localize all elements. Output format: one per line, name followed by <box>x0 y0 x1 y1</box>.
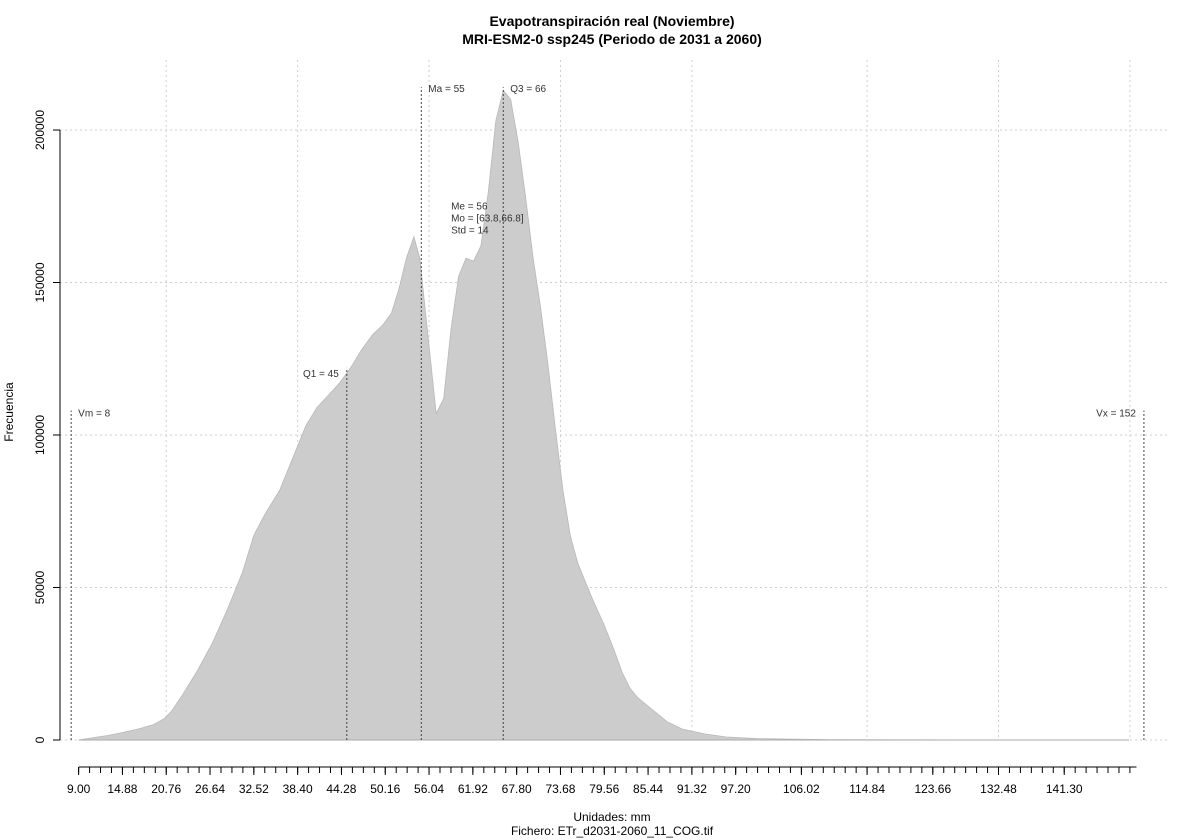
y-tick-label: 200000 <box>33 110 47 150</box>
stat-label: Mo = [63.8,66.8] <box>451 213 524 224</box>
density-area <box>78 89 1130 741</box>
x-tick-label: 123.66 <box>914 782 951 796</box>
x-tick-label: 50.16 <box>370 782 400 796</box>
x-tick-label: 61.92 <box>458 782 488 796</box>
stat-label: Std = 14 <box>451 226 489 237</box>
x-tick-label: 132.48 <box>980 782 1017 796</box>
file-caption: Fichero: ETr_d2031-2060_11_COG.tif <box>511 824 714 838</box>
stat-label: Me = 56 <box>451 201 488 212</box>
marker-label: Vx = 152 <box>1096 409 1136 420</box>
x-tick-label: 20.76 <box>151 782 181 796</box>
x-tick-label: 56.04 <box>414 782 444 796</box>
x-tick-label: 79.56 <box>589 782 619 796</box>
y-tick-label: 0 <box>33 736 47 743</box>
chart-title: Evapotranspiración real (Noviembre) <box>489 13 734 29</box>
x-tick-label: 85.44 <box>633 782 663 796</box>
x-tick-label: 106.02 <box>783 782 820 796</box>
x-tick-label: 91.32 <box>677 782 707 796</box>
annotations: Vm = 8 Q1 = 45 Ma = 55 Q3 = 66 Vx = 152 Me = … <box>70 84 1145 740</box>
x-tick-label: 97.20 <box>721 782 751 796</box>
y-tick-label: 100000 <box>33 415 47 455</box>
x-tick-label: 9.00 <box>67 782 91 796</box>
y-tick-label: 150000 <box>33 262 47 302</box>
x-tick-label: 38.40 <box>283 782 313 796</box>
axes: 0 50000 100000 150000 200000 9.00 14.88 20.76 26… <box>33 110 1137 796</box>
x-tick-label: 67.80 <box>502 782 532 796</box>
x-axis-label: Unidades: mm <box>573 810 650 824</box>
marker-label: Q1 = 45 <box>303 369 339 380</box>
marker-label: Ma = 55 <box>428 84 465 95</box>
x-tick-label: 141.30 <box>1046 782 1083 796</box>
density-area-shape <box>78 89 1130 741</box>
x-tick-label: 73.68 <box>545 782 575 796</box>
y-axis-label: Frecuencia <box>2 382 16 442</box>
x-tick-label: 14.88 <box>107 782 137 796</box>
x-tick-label: 114.84 <box>849 782 885 796</box>
marker-label: Q3 = 66 <box>510 84 546 95</box>
x-tick-label: 26.64 <box>195 782 225 796</box>
x-tick-label: 32.52 <box>239 782 269 796</box>
y-tick-label: 50000 <box>33 570 47 604</box>
chart-subtitle: MRI-ESM2-0 ssp245 (Periodo de 2031 a 206… <box>462 31 762 47</box>
x-tick-label: 44.28 <box>326 782 356 796</box>
marker-label: Vm = 8 <box>78 409 110 420</box>
